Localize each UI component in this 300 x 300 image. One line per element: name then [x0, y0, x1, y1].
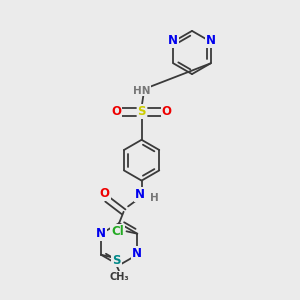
Text: S: S [137, 105, 146, 118]
Text: O: O [111, 105, 122, 118]
Text: S: S [112, 254, 121, 267]
Text: Cl: Cl [111, 225, 124, 238]
Text: N: N [96, 227, 106, 240]
Text: H: H [150, 193, 159, 203]
Text: HN: HN [133, 85, 151, 96]
Text: N: N [132, 247, 142, 260]
Text: CH₃: CH₃ [109, 272, 129, 282]
Text: N: N [135, 188, 145, 201]
Text: N: N [168, 34, 178, 47]
Text: O: O [100, 187, 110, 200]
Text: O: O [162, 105, 172, 118]
Text: N: N [206, 34, 216, 47]
